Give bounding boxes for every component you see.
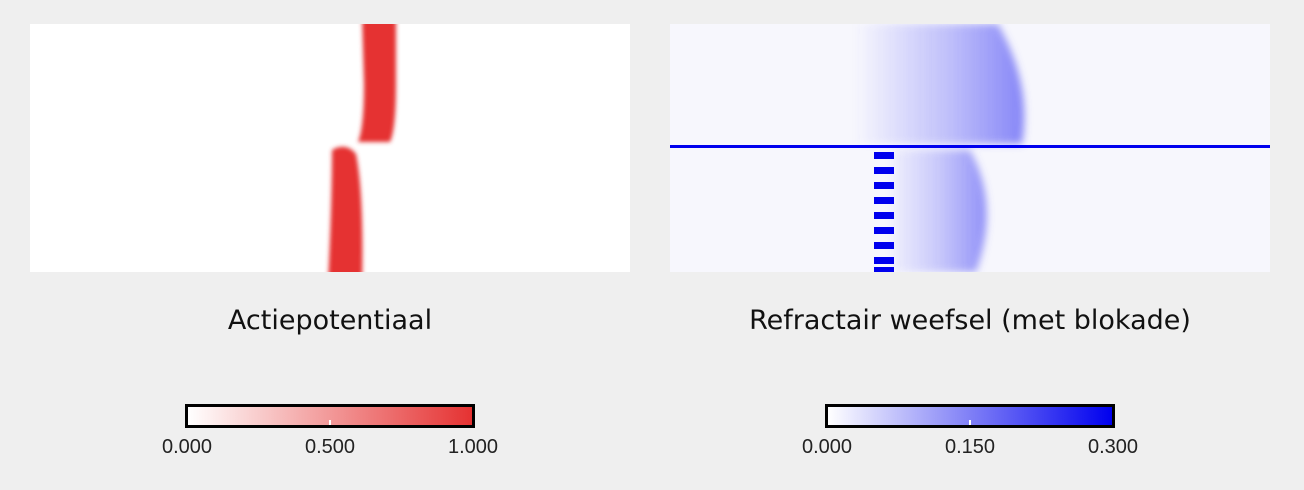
colorbar-mid-tick — [969, 420, 971, 425]
wave-lower-segment — [328, 146, 363, 272]
colorbar-refractory — [825, 404, 1115, 428]
colorbar-right-mid-label: 0.150 — [944, 436, 996, 458]
caption-refractory-tissue: Refractair weefsel (met blokade) — [749, 305, 1191, 336]
colorbar-left-min-label: 0.000 — [161, 436, 213, 458]
refractory-lower-region — [892, 150, 987, 272]
caption-action-potential: Actiepotentiaal — [227, 305, 433, 336]
refractory-upper-region — [855, 24, 1025, 144]
colorbar-action-potential — [185, 404, 475, 428]
action-potential-canvas[interactable] — [30, 24, 630, 272]
colorbar-right-min-label: 0.000 — [801, 436, 853, 458]
block-barrier — [874, 152, 894, 272]
refractory-tissue-canvas[interactable] — [670, 24, 1270, 272]
colorbar-right-max-label: 0.300 — [1087, 436, 1139, 458]
colorbar-left-max-label: 1.000 — [447, 436, 499, 458]
colorbar-mid-tick — [329, 420, 331, 425]
wave-upper-segment — [358, 24, 396, 142]
horizontal-divider-line — [670, 145, 1270, 148]
colorbar-left-mid-label: 0.500 — [304, 436, 356, 458]
